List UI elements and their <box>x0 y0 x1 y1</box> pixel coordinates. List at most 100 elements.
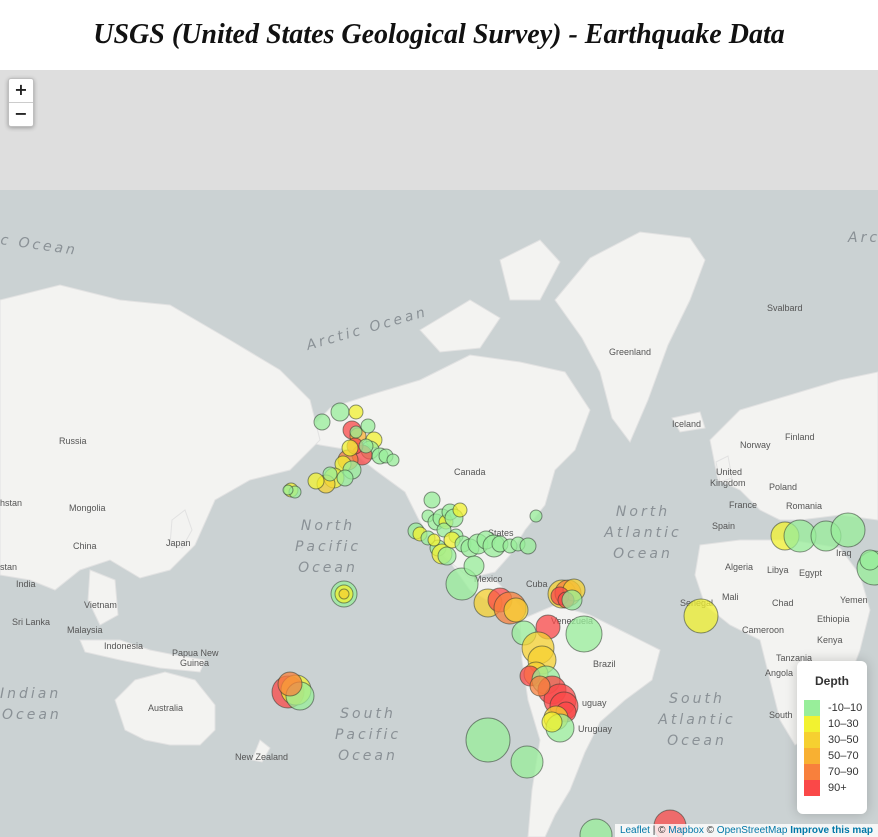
earthquake-marker[interactable] <box>541 711 563 733</box>
mapbox-link[interactable]: Mapbox <box>668 825 704 836</box>
attribution-osm-prefix: © <box>703 825 717 836</box>
earthquake-marker[interactable] <box>519 537 537 555</box>
earthquake-markers[interactable] <box>271 402 878 837</box>
earthquake-marker[interactable] <box>307 472 325 490</box>
earthquake-marker[interactable] <box>529 675 551 697</box>
place-cameroon: Cameroon <box>742 625 784 635</box>
place-france: France <box>729 500 757 510</box>
legend-swatch <box>804 700 820 716</box>
place-finland: Finland <box>785 432 815 442</box>
legend-label: -10–10 <box>828 702 863 714</box>
earthquake-marker[interactable] <box>338 588 350 600</box>
earthquake-marker[interactable] <box>463 555 485 577</box>
place-vietnam: Vietnam <box>84 600 117 610</box>
place-png-1: Papua New <box>172 648 219 658</box>
map-attribution: Leaflet | © Mapbox © OpenStreetMap Impro… <box>614 824 878 837</box>
improve-map-link[interactable]: Improve this map <box>790 825 873 836</box>
place-cuba: Cuba <box>526 579 548 589</box>
place-mexico: Mexico <box>474 574 503 584</box>
place-iraq: Iraq <box>836 548 852 558</box>
place-png-2: Guinea <box>180 658 209 668</box>
place-svalbard: Svalbard <box>767 303 803 313</box>
place-kazakhstan: hstan <box>0 498 22 508</box>
legend-swatch <box>804 748 820 764</box>
place-yemen: Yemen <box>840 595 868 605</box>
ocean-label-north-pacific-2: Pacific <box>295 539 361 555</box>
legend-swatch <box>804 764 820 780</box>
place-uk-2: Kingdom <box>710 478 746 488</box>
earthquake-map[interactable]: Arctic Ocean c Ocean Arc North Pacific O… <box>0 70 878 837</box>
place-uruguay: Uruguay <box>578 724 613 734</box>
osm-link[interactable]: OpenStreetMap <box>716 825 788 836</box>
place-greenland: Greenland <box>609 347 651 357</box>
ocean-label-south-pacific-2: Pacific <box>335 727 401 743</box>
place-south: South <box>769 710 793 720</box>
earthquake-marker[interactable] <box>445 567 479 601</box>
place-states: States <box>488 528 514 538</box>
ocean-label-north-atlantic-1: North <box>616 504 670 520</box>
earthquake-marker[interactable] <box>277 671 303 697</box>
place-brazil: Brazil <box>593 659 616 669</box>
legend-row: 30–50 <box>797 732 867 748</box>
ocean-label-south-atlantic-3: Ocean <box>667 733 727 749</box>
earthquake-marker[interactable] <box>349 425 363 439</box>
ocean-label-south-pacific-1: South <box>340 706 396 722</box>
earthquake-marker[interactable] <box>529 509 543 523</box>
leaflet-link[interactable]: Leaflet <box>619 825 650 836</box>
place-spain: Spain <box>712 521 735 531</box>
earthquake-marker[interactable] <box>437 546 457 566</box>
place-tanzania: Tanzania <box>776 653 812 663</box>
place-australia: Australia <box>148 703 183 713</box>
legend-row: -10–10 <box>797 700 867 716</box>
place-sri-lanka: Sri Lanka <box>12 617 50 627</box>
place-egypt: Egypt <box>799 568 823 578</box>
earthquake-marker[interactable] <box>579 818 613 837</box>
legend-label: 30–50 <box>828 734 859 746</box>
ocean-label-north-pacific-3: Ocean <box>298 560 358 576</box>
place-uk-1: United <box>716 467 742 477</box>
place-libya: Libya <box>767 565 789 575</box>
legend-swatch <box>804 716 820 732</box>
earthquake-marker[interactable] <box>510 745 544 779</box>
place-ethiopia: Ethiopia <box>817 614 850 624</box>
earthquake-marker[interactable] <box>683 598 719 634</box>
ocean-label-north-pacific-1: North <box>301 518 355 534</box>
earthquake-marker[interactable] <box>452 502 468 518</box>
place-japan: Japan <box>166 538 191 548</box>
earthquake-marker[interactable] <box>503 597 529 623</box>
place-romania: Romania <box>786 501 822 511</box>
legend-row: 50–70 <box>797 748 867 764</box>
earthquake-marker[interactable] <box>565 615 603 653</box>
legend-label: 90+ <box>828 782 847 794</box>
place-iceland: Iceland <box>672 419 701 429</box>
place-uruguay-frag: uguay <box>582 698 607 708</box>
zoom-control: + − <box>8 78 34 127</box>
earthquake-marker[interactable] <box>465 717 511 763</box>
earthquake-marker[interactable] <box>282 484 294 496</box>
earthquake-marker[interactable] <box>423 491 441 509</box>
earthquake-marker[interactable] <box>386 453 400 467</box>
earthquake-marker[interactable] <box>336 469 354 487</box>
earthquake-marker[interactable] <box>348 404 364 420</box>
zoom-out-button[interactable]: − <box>14 104 28 123</box>
legend-row: 10–30 <box>797 716 867 732</box>
legend-label: 70–90 <box>828 766 859 778</box>
earthquake-marker[interactable] <box>859 549 878 571</box>
earthquake-marker[interactable] <box>313 413 331 431</box>
earthquake-marker[interactable] <box>830 512 866 548</box>
earthquake-marker[interactable] <box>427 533 441 547</box>
earthquake-marker[interactable] <box>358 438 374 454</box>
earthquake-marker[interactable] <box>360 418 376 434</box>
place-kenya: Kenya <box>817 635 843 645</box>
place-poland: Poland <box>769 482 797 492</box>
ocean-label-north-atlantic-2: Atlantic <box>603 525 681 541</box>
zoom-in-button[interactable]: + <box>9 79 33 103</box>
legend-swatch <box>804 780 820 796</box>
place-new-zealand: New Zealand <box>235 752 288 762</box>
earthquake-marker[interactable] <box>330 402 350 422</box>
map-canvas[interactable]: Arctic Ocean c Ocean Arc North Pacific O… <box>0 70 878 837</box>
earthquake-marker[interactable] <box>341 439 359 457</box>
earthquake-marker[interactable] <box>322 466 338 482</box>
earthquake-marker[interactable] <box>561 589 583 611</box>
place-india: India <box>16 579 36 589</box>
